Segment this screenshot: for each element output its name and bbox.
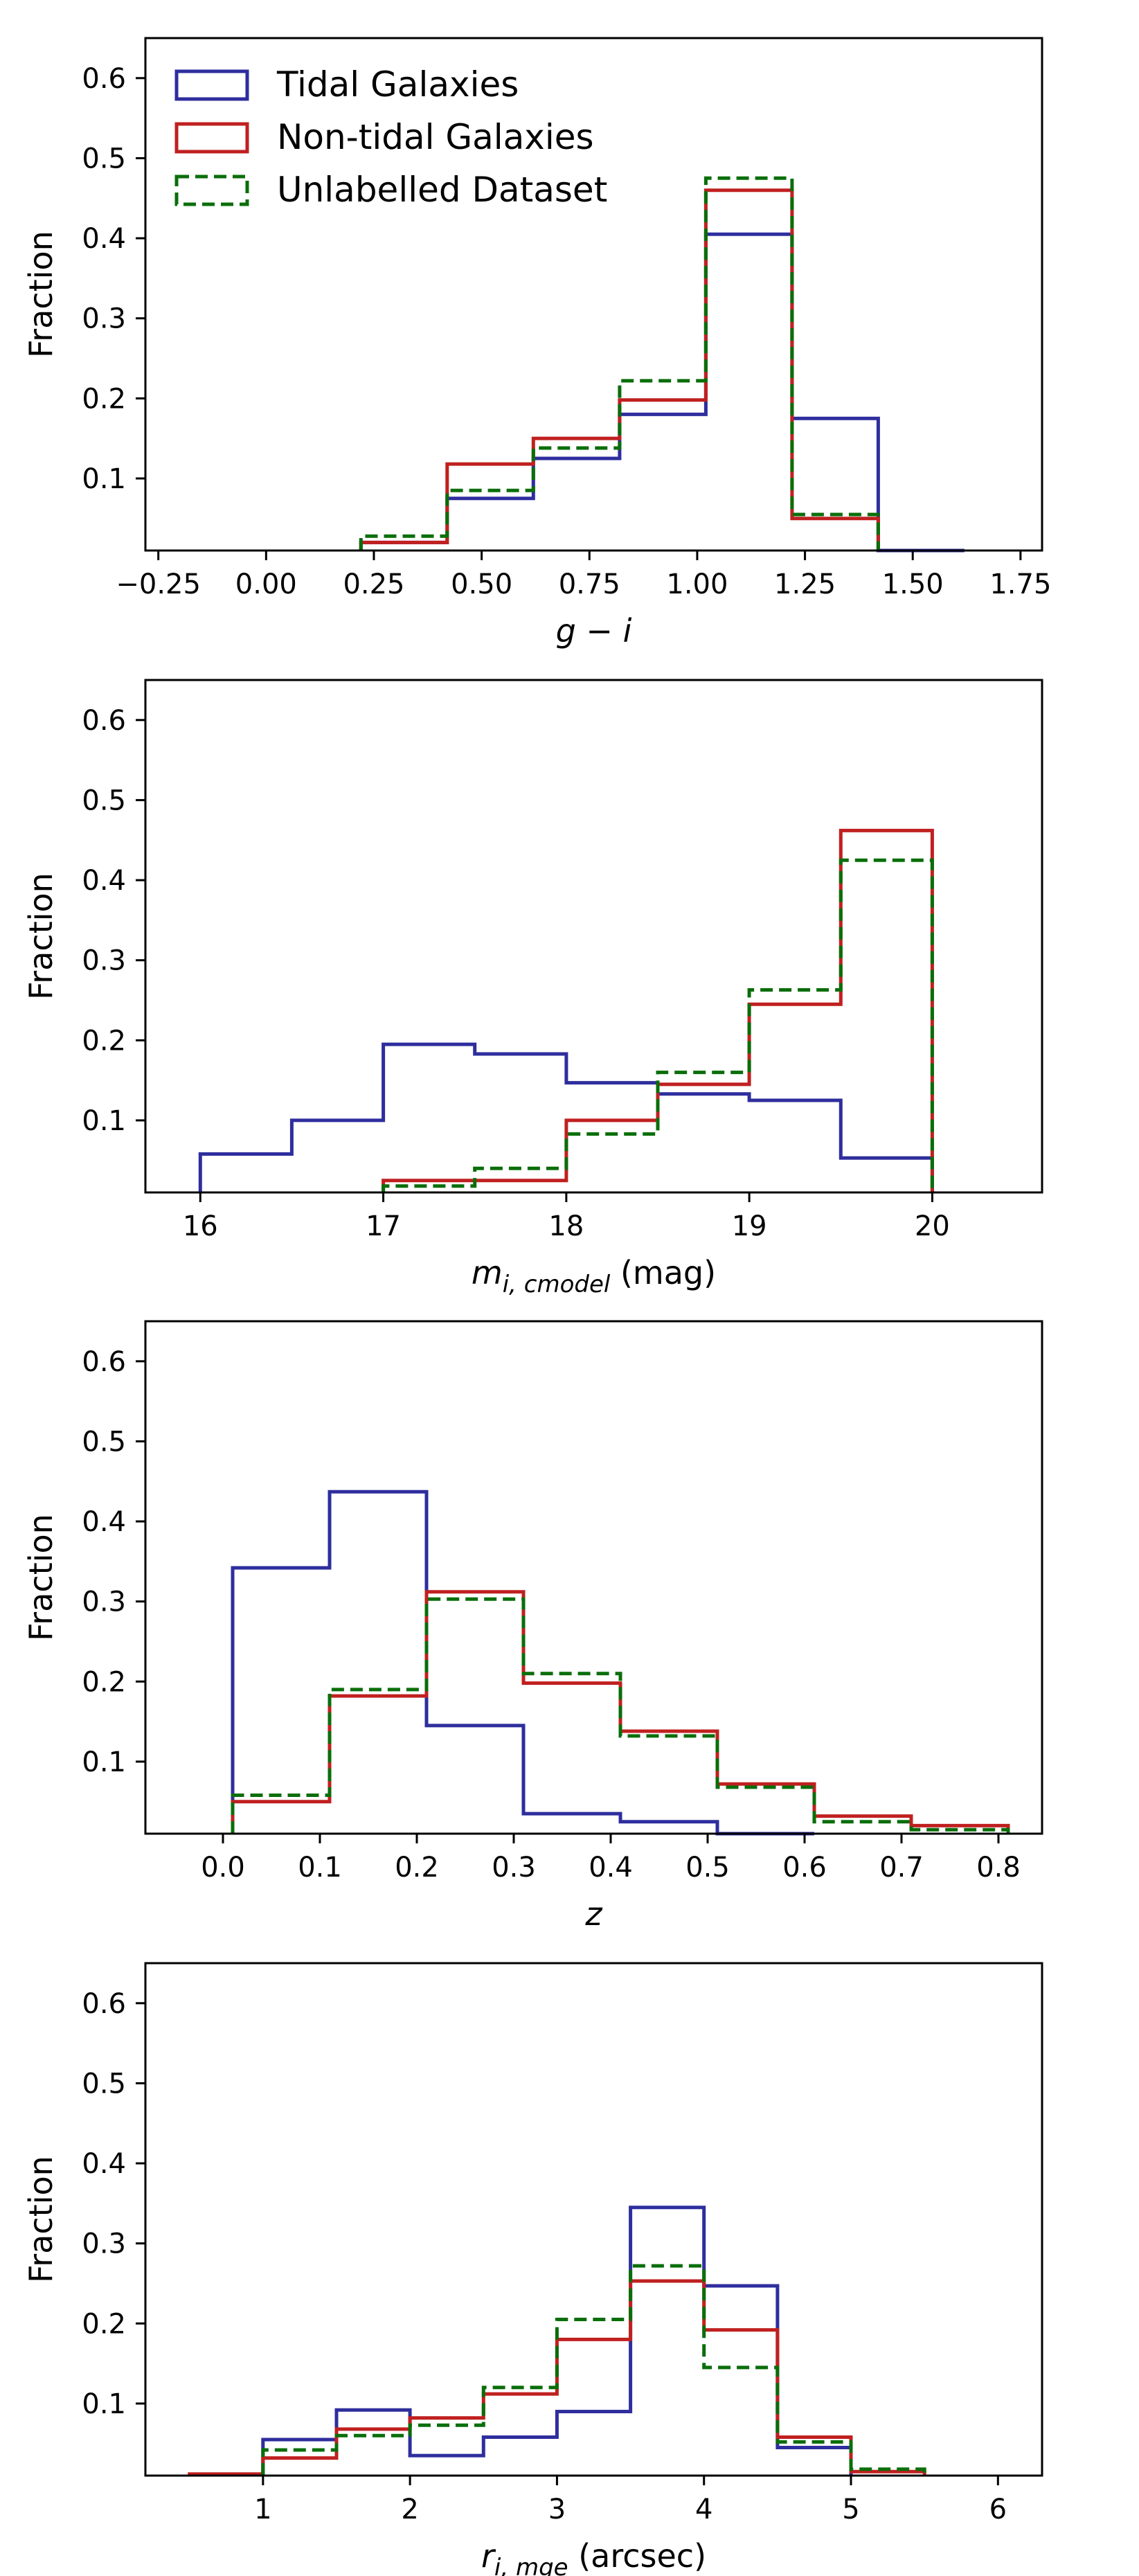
y-tick-label: 0.5 [82,143,126,175]
y-axis-label: Fraction [22,231,60,358]
legend-label-nontidal: Non-tidal Galaxies [277,117,594,157]
y-tick-label: 0.6 [82,1988,126,2020]
y-axis-label: Fraction [22,873,60,1000]
x-tick-label: −0.25 [116,569,201,600]
chart-panel-mag: 16 17 18 19 20 0.1 0.2 0.3 0.4 0.5 0.6 Fraction mi, … [22,679,1043,1298]
x-axis-label: ri, mge (arcsec) [481,2537,706,2576]
series-unlabelled-z [231,1597,1010,1834]
x-tick-label: 0.25 [343,569,404,600]
x-tick-label: 0.1 [298,1852,342,1884]
y-tick-label: 0.2 [82,2308,126,2340]
series-nontidal-g-i [359,188,880,551]
legend-swatch-tidal [174,69,249,101]
legend-label-unlabelled: Unlabelled Dataset [277,170,607,210]
x-tick-label: 19 [732,1210,767,1242]
x-axis-label: mi, cmodel (mag) [472,1254,716,1298]
y-tick-label: 0.4 [82,223,126,255]
x-tick-label: 0.00 [235,569,297,600]
x-tick-label: 5 [842,2494,859,2525]
plot-frame [144,37,1043,552]
x-tick-label: 0.2 [395,1852,439,1884]
chart-panel-g-i: −0.25 0.00 0.25 0.50 0.75 1.00 1.25 1.50 1.75 0.1… [22,37,1051,650]
plot-frame [144,1962,1043,2477]
x-tick-label: 0.4 [589,1852,633,1884]
y-tick-label: 0.2 [82,383,126,415]
x-tick-label: 0.7 [879,1852,924,1884]
plot-frame [144,1320,1043,1835]
y-tick-label: 0.4 [82,2148,126,2180]
y-tick-label: 0.4 [82,865,126,897]
series-tidal-g-i [359,232,965,553]
x-tick-label: 4 [695,2494,712,2525]
y-tick-label: 0.3 [82,2228,126,2260]
y-tick-label: 0.6 [82,1346,126,1378]
x-tick-label: 0.0 [201,1852,245,1884]
y-tick-label: 0.5 [82,2068,126,2100]
y-tick-label: 0.6 [82,63,126,95]
series-unlabelled-mag [382,858,934,1192]
y-tick-label: 0.1 [82,1105,126,1137]
chart-panel-r: 1 2 3 4 5 6 0.1 0.2 0.3 0.4 0.5 0.6 Fraction ri, mge … [22,1962,1043,2576]
x-tick-label: 20 [915,1210,950,1242]
x-tick-label: 0.6 [782,1852,827,1884]
y-tick-label: 0.1 [82,1746,126,1778]
series-tidal-r [261,2206,853,2476]
x-tick-label: 0.8 [976,1852,1021,1884]
chart-panel-z: 0.0 0.1 0.2 0.3 0.4 0.5 0.6 0.7 0.8 0.1 0.2 0.3 0.4 0… [22,1320,1043,1933]
y-axis-label: Fraction [22,1514,60,1641]
plot-frame [144,679,1043,1194]
series-unlabelled-g-i [359,176,880,551]
y-tick-label: 0.5 [82,1426,126,1458]
series-nontidal-mag [382,828,934,1192]
y-tick-label: 0.2 [82,1666,126,1698]
x-tick-label: 1 [254,2494,271,2525]
x-tick-label: 0.5 [685,1852,730,1884]
x-tick-label: 2 [401,2494,418,2525]
x-tick-label: 1.25 [774,569,836,600]
y-tick-label: 0.6 [82,705,126,737]
y-tick-label: 0.1 [82,2388,126,2420]
series-tidal-mag [198,1042,934,1192]
series-unlabelled-r [261,2264,926,2476]
x-tick-label: 1.50 [882,569,944,600]
x-tick-label: 0.75 [559,569,620,600]
y-tick-label: 0.1 [82,463,126,495]
x-tick-label: 6 [989,2494,1007,2525]
y-tick-label: 0.3 [82,1586,126,1618]
x-tick-label: 18 [548,1210,584,1242]
y-axis-label: Fraction [22,2156,60,2283]
x-tick-label: 0.3 [492,1852,536,1884]
x-tick-label: 1.00 [666,569,728,600]
legend-label-tidal: Tidal Galaxies [276,64,519,105]
y-tick-label: 0.5 [82,785,126,816]
x-axis-label: z [584,1895,602,1933]
legend: Tidal Galaxies Non-tidal Galaxies Unlabell… [174,64,607,210]
legend-swatch-nontidal [174,122,249,154]
y-tick-label: 0.3 [82,303,126,335]
series-tidal-z [231,1490,814,1836]
x-tick-label: 1.75 [989,569,1051,600]
y-tick-label: 0.2 [82,1025,126,1057]
x-tick-label: 3 [548,2494,566,2525]
legend-swatch-unlabelled [174,175,249,206]
x-tick-label: 0.50 [451,569,512,600]
x-tick-label: 16 [183,1210,218,1242]
y-tick-label: 0.3 [82,945,126,977]
y-tick-label: 0.4 [82,1506,126,1538]
x-axis-label: g − i [556,612,632,650]
x-tick-label: 17 [366,1210,401,1242]
panels: −0.25 0.00 0.25 0.50 0.75 1.00 1.25 1.50 1.750.1… [22,37,1051,2576]
